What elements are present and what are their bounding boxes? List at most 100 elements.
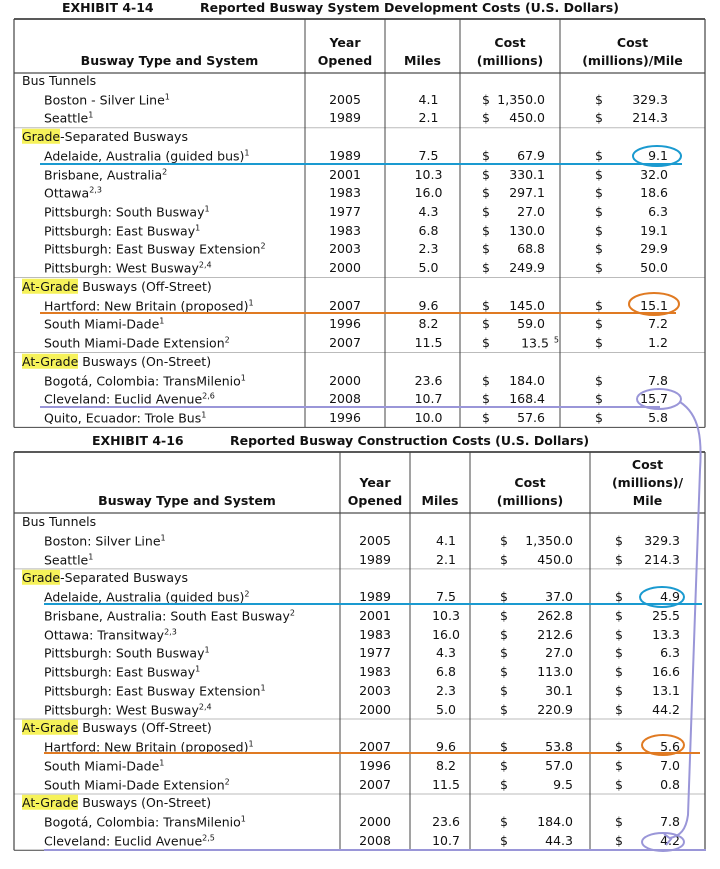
system-name: Ottawa2,3 (44, 186, 102, 201)
year: 1996 (329, 316, 361, 332)
system-name: Seattle1 (44, 110, 93, 126)
system-name: Hartford: New Britain (proposed)1 (44, 297, 254, 313)
group-highlight: At-Grade (22, 353, 79, 369)
system-name: Boston: Silver Line1 (44, 534, 166, 548)
cost-per-mile: 50.0 (640, 259, 668, 275)
year: 2007 (359, 776, 391, 792)
cost-per-mile: 5.6 (660, 738, 680, 754)
system-name: South Miami-Dade Extension2 (44, 777, 230, 792)
name: Pittsburgh: East Busway Extension (44, 241, 261, 257)
name: Adelaide, Australia (guided bus) (44, 148, 245, 164)
cost: 1,350.0 (497, 93, 545, 106)
cost: 297.1 (509, 186, 545, 200)
miles: 4.3 (436, 645, 456, 661)
cost-per-mile: 7.2 (648, 316, 668, 332)
name: Cleveland: Euclid Avenue (44, 833, 203, 849)
cost-value: 27.0 (517, 203, 545, 219)
group-label: Grade-Separated Busways (22, 570, 188, 586)
cost-per-mile: 214.3 (632, 110, 668, 126)
cost: 37.0 (545, 590, 573, 604)
column-header: (millions) (496, 492, 564, 508)
column-header: Cost (631, 456, 664, 472)
miles: 2.1 (418, 110, 439, 126)
year: 2000 (329, 259, 361, 275)
group-highlight: At-Grade (22, 278, 79, 294)
year: 2007 (329, 297, 361, 313)
group-highlight: At-Grade (22, 795, 79, 811)
system-name: Pittsburgh: East Busway Extension1 (44, 684, 266, 698)
currency: $ (500, 551, 508, 567)
currency: $ (595, 390, 603, 406)
system-name: South Miami-Dade1 (44, 759, 164, 773)
group-text: Busways (On-Street) (78, 353, 212, 369)
currency: $ (500, 776, 508, 792)
name: Boston - Silver Line (44, 91, 165, 107)
cost-per-mile: 13.3 (652, 626, 680, 642)
cost-per-mile: 29.9 (640, 241, 668, 257)
year: 2000 (329, 372, 361, 388)
currency: $ (615, 551, 623, 567)
currency: $ (595, 409, 603, 425)
exhibit-title: Reported Busway Construction Costs (U.S.… (230, 432, 590, 448)
miles: 9.6 (436, 738, 456, 754)
column-header: Busway Type and System (80, 52, 259, 68)
cost-per-mile: 214.3 (644, 551, 680, 567)
cost-value: 53.8 (545, 738, 573, 754)
name: Pittsburgh: East Busway Extension (44, 683, 261, 699)
year: 2008 (329, 390, 361, 406)
system-name: Bogotá, Colombia: TransMilenio1 (44, 373, 246, 388)
currency: $ (615, 813, 623, 829)
currency: $ (615, 738, 623, 754)
currency: $ (595, 147, 603, 163)
miles: 10.3 (432, 607, 460, 623)
year: 2005 (329, 91, 361, 107)
footnote: 2 (244, 589, 250, 599)
year: 2001 (329, 166, 361, 182)
system-name: Hartford: New Britain (proposed)1 (44, 740, 254, 754)
cost-value: 30.1 (545, 682, 573, 698)
currency: $ (595, 222, 603, 238)
miles: 11.5 (414, 334, 443, 350)
currency: $ (595, 297, 603, 313)
currency: $ (500, 588, 508, 604)
column-header: Busway Type and System (98, 492, 276, 508)
currency: $ (500, 663, 508, 679)
miles: 6.8 (436, 663, 456, 679)
currency: $ (482, 203, 490, 219)
currency: $ (615, 645, 623, 661)
footnote: 2 (289, 608, 295, 618)
cost-value: 450.0 (537, 551, 573, 567)
year: 2001 (359, 607, 391, 623)
currency: $ (615, 682, 623, 698)
cost: 57.0 (545, 759, 573, 773)
system-name: Ottawa: Transitway2,3 (44, 627, 177, 642)
miles: 6.8 (418, 222, 439, 238)
group-highlight: Grade (22, 128, 61, 144)
group-label: Grade-Separated Busways (22, 128, 188, 144)
miles: 10.7 (414, 390, 443, 406)
footnote: 1 (204, 204, 210, 214)
year: 1977 (329, 203, 361, 219)
year: 1983 (359, 663, 391, 679)
footnote: 1 (260, 683, 266, 693)
currency: $ (482, 316, 490, 332)
year: 1977 (359, 645, 391, 661)
year: 1989 (359, 551, 391, 567)
footnote: 2 (224, 335, 230, 345)
name: Seattle (44, 110, 89, 126)
footnote: 2,4 (198, 701, 212, 711)
cost-value: 27.0 (545, 645, 573, 661)
cost-per-mile: 13.1 (652, 682, 680, 698)
cost-value: 249.9 (509, 259, 545, 275)
name: South Miami-Dade Extension (44, 335, 225, 351)
column-header: Miles (421, 492, 459, 508)
exhibit-number: EXHIBIT 4-14 (62, 0, 154, 15)
column-header: Cost (494, 34, 526, 50)
cost-value: 1,350.0 (497, 91, 545, 107)
name: Pittsburgh: South Busway (44, 204, 205, 220)
name: Hartford: New Britain (proposed) (44, 297, 249, 313)
footnote: 1 (248, 739, 254, 749)
currency: $ (500, 645, 508, 661)
footnote: 1 (88, 551, 94, 561)
